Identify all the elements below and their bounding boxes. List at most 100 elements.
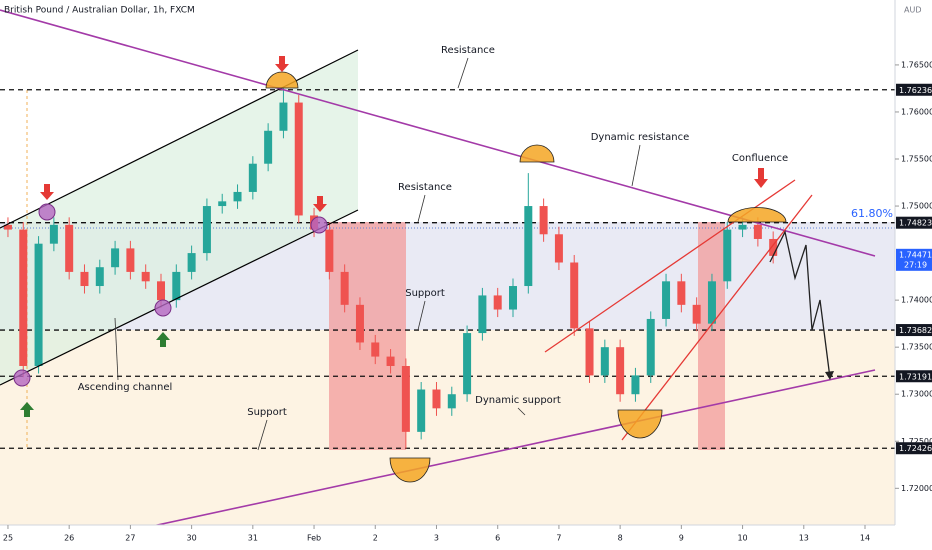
down-arrow xyxy=(275,56,289,72)
y-tick-label: 1.72500 xyxy=(901,437,932,446)
x-tick-label: 2 xyxy=(373,534,378,543)
candle-body xyxy=(554,234,563,263)
y-tick-label: 1.72000 xyxy=(901,484,932,493)
candle-body xyxy=(432,389,441,409)
highlight xyxy=(617,409,663,439)
candle-body xyxy=(141,271,150,282)
candle-body xyxy=(355,304,364,343)
highlight xyxy=(265,71,299,89)
x-tick-label: 7 xyxy=(556,534,561,543)
x-tick-label: 26 xyxy=(64,534,74,543)
projection-arrow xyxy=(825,371,834,380)
candle-body xyxy=(570,262,579,329)
candle-body xyxy=(646,318,655,376)
lower-zone xyxy=(0,330,895,525)
candle-body xyxy=(677,281,686,305)
candle-body xyxy=(218,201,227,207)
candle-body xyxy=(202,206,211,254)
candle-body xyxy=(585,328,594,376)
current-price-box xyxy=(896,248,932,271)
y-tick-label: 1.75500 xyxy=(901,155,932,164)
candle-body xyxy=(386,356,395,366)
candle-body xyxy=(340,271,349,305)
current-price: 1.74471 xyxy=(899,250,932,259)
highlights xyxy=(265,71,787,483)
price-label: 1.74823 xyxy=(899,219,932,228)
pointer xyxy=(257,419,268,451)
price-label-box xyxy=(896,442,932,455)
projection xyxy=(769,230,831,379)
touch-point xyxy=(38,203,56,221)
candle-body xyxy=(34,243,43,366)
price-axis xyxy=(895,0,932,550)
candle-body xyxy=(126,248,135,272)
pointer xyxy=(417,194,426,223)
highlight xyxy=(389,457,431,483)
annotation: Dynamic resistance xyxy=(591,132,690,143)
x-tick-label: 30 xyxy=(187,534,197,543)
annotation: Dynamic support xyxy=(475,395,561,406)
pointer xyxy=(114,317,119,381)
candle-body xyxy=(49,224,58,244)
candle-body xyxy=(80,271,89,287)
price-label: 1.73191 xyxy=(899,372,932,381)
x-tick-label: 13 xyxy=(799,534,809,543)
touch-points xyxy=(13,203,328,387)
annotation: Ascending channel xyxy=(78,382,173,393)
x-tick-label: 9 xyxy=(679,534,684,543)
price-label-box xyxy=(896,370,932,383)
candle-body xyxy=(157,281,166,301)
candle-body xyxy=(233,191,242,202)
currency: AUD xyxy=(904,6,922,15)
wedge-line xyxy=(621,194,813,441)
candle-body xyxy=(111,248,120,268)
candle-body xyxy=(753,224,762,239)
candle-body xyxy=(325,229,334,272)
candle-body xyxy=(631,375,640,395)
up-arrow xyxy=(20,402,34,417)
candle-body xyxy=(616,347,625,395)
annotation: Resistance xyxy=(398,182,452,193)
candle-body xyxy=(447,394,456,409)
price-label: 1.72426 xyxy=(899,444,932,453)
x-tick-label: 31 xyxy=(248,534,258,543)
x-tick-label: 3 xyxy=(434,534,439,543)
y-tick-label: 1.76500 xyxy=(901,60,932,69)
annotation: Support xyxy=(247,407,287,418)
highlight xyxy=(519,144,555,163)
price-label: 1.76236 xyxy=(899,86,932,95)
touch-point xyxy=(310,216,328,234)
up-arrows xyxy=(20,332,170,417)
candle-body xyxy=(662,281,671,319)
candle-body xyxy=(738,224,747,230)
candle-body xyxy=(264,130,273,164)
up-arrow xyxy=(156,332,170,347)
x-tick-label: 6 xyxy=(495,534,500,543)
annotation: Resistance xyxy=(441,45,495,56)
candle-body xyxy=(509,286,518,310)
price-label-box xyxy=(896,216,932,229)
candle-body xyxy=(3,224,12,230)
x-tick-label: Feb xyxy=(307,534,321,543)
y-tick-label: 1.75000 xyxy=(901,202,932,211)
y-tick-label: 1.73000 xyxy=(901,390,932,399)
down-arrows xyxy=(40,56,768,212)
time-axis xyxy=(0,525,895,550)
pointer xyxy=(517,407,526,416)
x-tick-label: 27 xyxy=(125,534,135,543)
pointer xyxy=(631,144,641,187)
candle-body xyxy=(707,281,716,324)
pointer xyxy=(457,57,469,89)
price-label-box xyxy=(896,83,932,96)
down-arrow xyxy=(313,196,327,212)
candle-body xyxy=(769,238,778,256)
candle-body xyxy=(279,102,288,131)
dynamic-resistance xyxy=(0,9,876,257)
candle-body xyxy=(65,224,74,272)
candle-body xyxy=(723,229,732,282)
fib-label: 61.80% xyxy=(851,207,893,220)
y-tick-label: 1.73500 xyxy=(901,343,932,352)
channel-line xyxy=(0,209,359,386)
y-tick-label: 1.74000 xyxy=(901,296,932,305)
